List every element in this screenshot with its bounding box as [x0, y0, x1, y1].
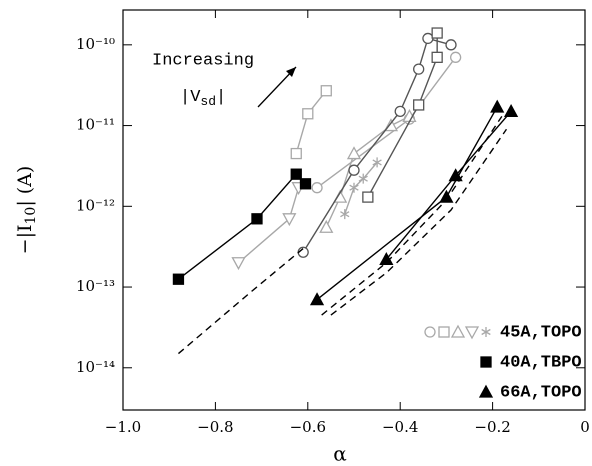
annotation: Increasing — [152, 51, 254, 70]
marker — [445, 39, 457, 51]
marker — [478, 384, 494, 398]
series-line — [316, 56, 457, 189]
marker — [251, 213, 263, 225]
marker — [449, 51, 462, 63]
marker — [450, 324, 466, 338]
legend-label: 45A,TOPO — [500, 323, 582, 342]
marker — [231, 257, 246, 271]
x-tick-label: −0.6 — [290, 418, 326, 436]
annotation-arrowhead — [286, 67, 296, 77]
marker — [282, 213, 297, 227]
marker — [320, 85, 332, 97]
marker — [413, 99, 425, 111]
series-line — [295, 90, 327, 154]
x-axis-label: α — [333, 442, 347, 466]
marker — [299, 178, 312, 190]
plot-frame — [122, 9, 586, 411]
marker — [348, 164, 360, 176]
x-tick-label: 0 — [580, 418, 590, 436]
marker — [311, 182, 323, 194]
marker — [309, 292, 325, 306]
y-label-main: −|I — [14, 225, 36, 255]
x-tick-label: −1.0 — [105, 418, 141, 436]
series-line — [344, 161, 378, 215]
annotation-part: |V — [180, 88, 201, 107]
x-tick-label: −0.4 — [382, 418, 418, 436]
dashed-line — [321, 115, 503, 316]
marker — [358, 173, 368, 184]
y-label-sub: 10 — [23, 207, 39, 225]
series-line — [367, 33, 438, 198]
marker — [422, 32, 434, 45]
marker — [346, 146, 362, 160]
marker — [431, 27, 443, 39]
y-label-tail: | (A) — [14, 166, 36, 207]
marker — [340, 209, 350, 220]
marker — [349, 182, 359, 193]
marker — [172, 273, 185, 285]
series-line — [385, 110, 512, 260]
y-tick-label: 10⁻¹³ — [76, 277, 115, 295]
y-tick-label: 10⁻¹⁰ — [76, 35, 115, 53]
marker — [362, 191, 374, 203]
marker — [372, 157, 382, 168]
y-tick-label: 10⁻¹¹ — [76, 116, 115, 134]
marker — [424, 326, 436, 338]
marker — [503, 103, 519, 117]
annotation: |Vsd| — [180, 88, 226, 109]
dashed-line — [177, 247, 304, 355]
marker — [464, 326, 480, 340]
marker — [448, 168, 463, 182]
marker — [290, 168, 302, 180]
marker — [394, 105, 406, 117]
marker — [431, 51, 443, 63]
marker — [413, 63, 425, 75]
series-line — [302, 37, 452, 253]
y-tick-label: 10⁻¹² — [76, 196, 115, 214]
annotation-part: | — [216, 88, 226, 107]
marker — [290, 147, 302, 160]
marker — [438, 326, 450, 338]
y-axis-label: −|I10| (A) — [14, 166, 39, 255]
annotation-sub: sd — [200, 94, 216, 109]
x-tick-label: −0.2 — [474, 418, 510, 436]
y-tick-label: 10⁻¹⁴ — [76, 358, 115, 376]
marker — [480, 356, 492, 368]
x-tick-label: −0.8 — [197, 418, 233, 436]
marker — [490, 99, 505, 113]
series-line — [316, 106, 498, 301]
legend-label: 66A,TOPO — [500, 383, 582, 402]
marker — [319, 219, 334, 233]
legend-label: 40A,TBPO — [500, 353, 582, 372]
dashed-line — [330, 128, 508, 316]
marker — [302, 108, 314, 120]
marker — [481, 327, 491, 337]
